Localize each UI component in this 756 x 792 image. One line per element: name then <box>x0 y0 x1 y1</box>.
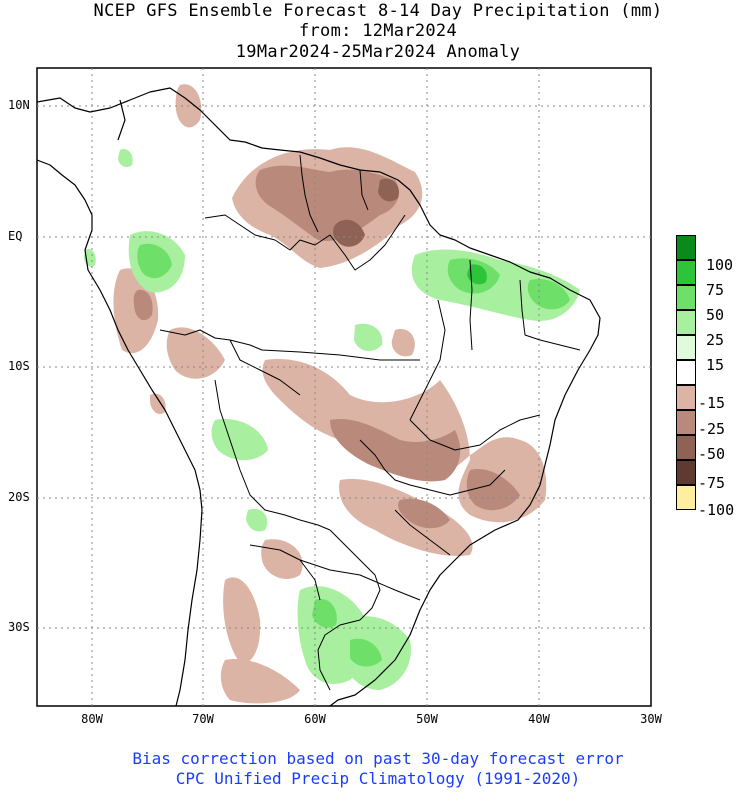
legend-swatch-8 <box>676 435 696 460</box>
legend-swatch-2 <box>676 285 696 310</box>
lat-label-10s: 10S <box>8 359 30 373</box>
lon-label-30w: 30W <box>640 712 662 726</box>
legend-swatch-3 <box>676 310 696 335</box>
lon-label-40w: 40W <box>528 712 550 726</box>
chart-title: NCEP GFS Ensemble Forecast 8-14 Day Prec… <box>93 1 663 21</box>
legend-label-25: 25 <box>706 331 725 349</box>
legend-label-100: 100 <box>706 256 734 274</box>
legend-label-neg100: -100 <box>698 501 735 519</box>
lon-label-70w: 70W <box>192 712 214 726</box>
legend-swatch-6 <box>676 385 696 410</box>
legend-label-50: 50 <box>706 306 725 324</box>
wet-anomaly-darkest <box>467 264 487 285</box>
lon-label-80w: 80W <box>81 712 103 726</box>
dry-anomaly-darkest <box>333 178 399 247</box>
lat-label-30s: 30S <box>8 620 30 634</box>
legend-label-neg75: -75 <box>698 474 726 492</box>
legend-swatch-1 <box>676 260 696 285</box>
legend-swatch-4 <box>676 335 696 360</box>
lat-label-20s: 20S <box>8 490 30 504</box>
dry-anomaly-core <box>133 165 520 529</box>
legend-label-neg50: -50 <box>698 445 726 463</box>
legend-label-15: 15 <box>706 356 725 374</box>
lat-label-eq: EQ <box>8 229 23 243</box>
coastline <box>37 87 601 706</box>
footer-climatology-note: CPC Unified Precip Climatology (1991-202… <box>175 769 581 788</box>
legend-label-75: 75 <box>706 281 725 299</box>
lat-label-10n: 10N <box>8 98 30 112</box>
legend-swatch-0 <box>676 235 696 260</box>
legend-swatch-5 <box>676 360 696 385</box>
lon-label-50w: 50W <box>416 712 438 726</box>
chart-subtitle-from: from: 12Mar2024 <box>298 21 458 41</box>
country-borders <box>159 154 581 691</box>
legend-swatch-10 <box>676 485 696 510</box>
legend-label-neg15: -15 <box>698 394 726 412</box>
legend-label-neg25: -25 <box>698 420 726 438</box>
legend-swatch-7 <box>676 410 696 435</box>
footer-bias-note: Bias correction based on past 30-day for… <box>132 749 624 768</box>
legend-swatch-9 <box>676 460 696 485</box>
chart-subtitle-period: 19Mar2024-25Mar2024 Anomaly <box>235 42 521 62</box>
lon-label-60w: 60W <box>304 712 326 726</box>
